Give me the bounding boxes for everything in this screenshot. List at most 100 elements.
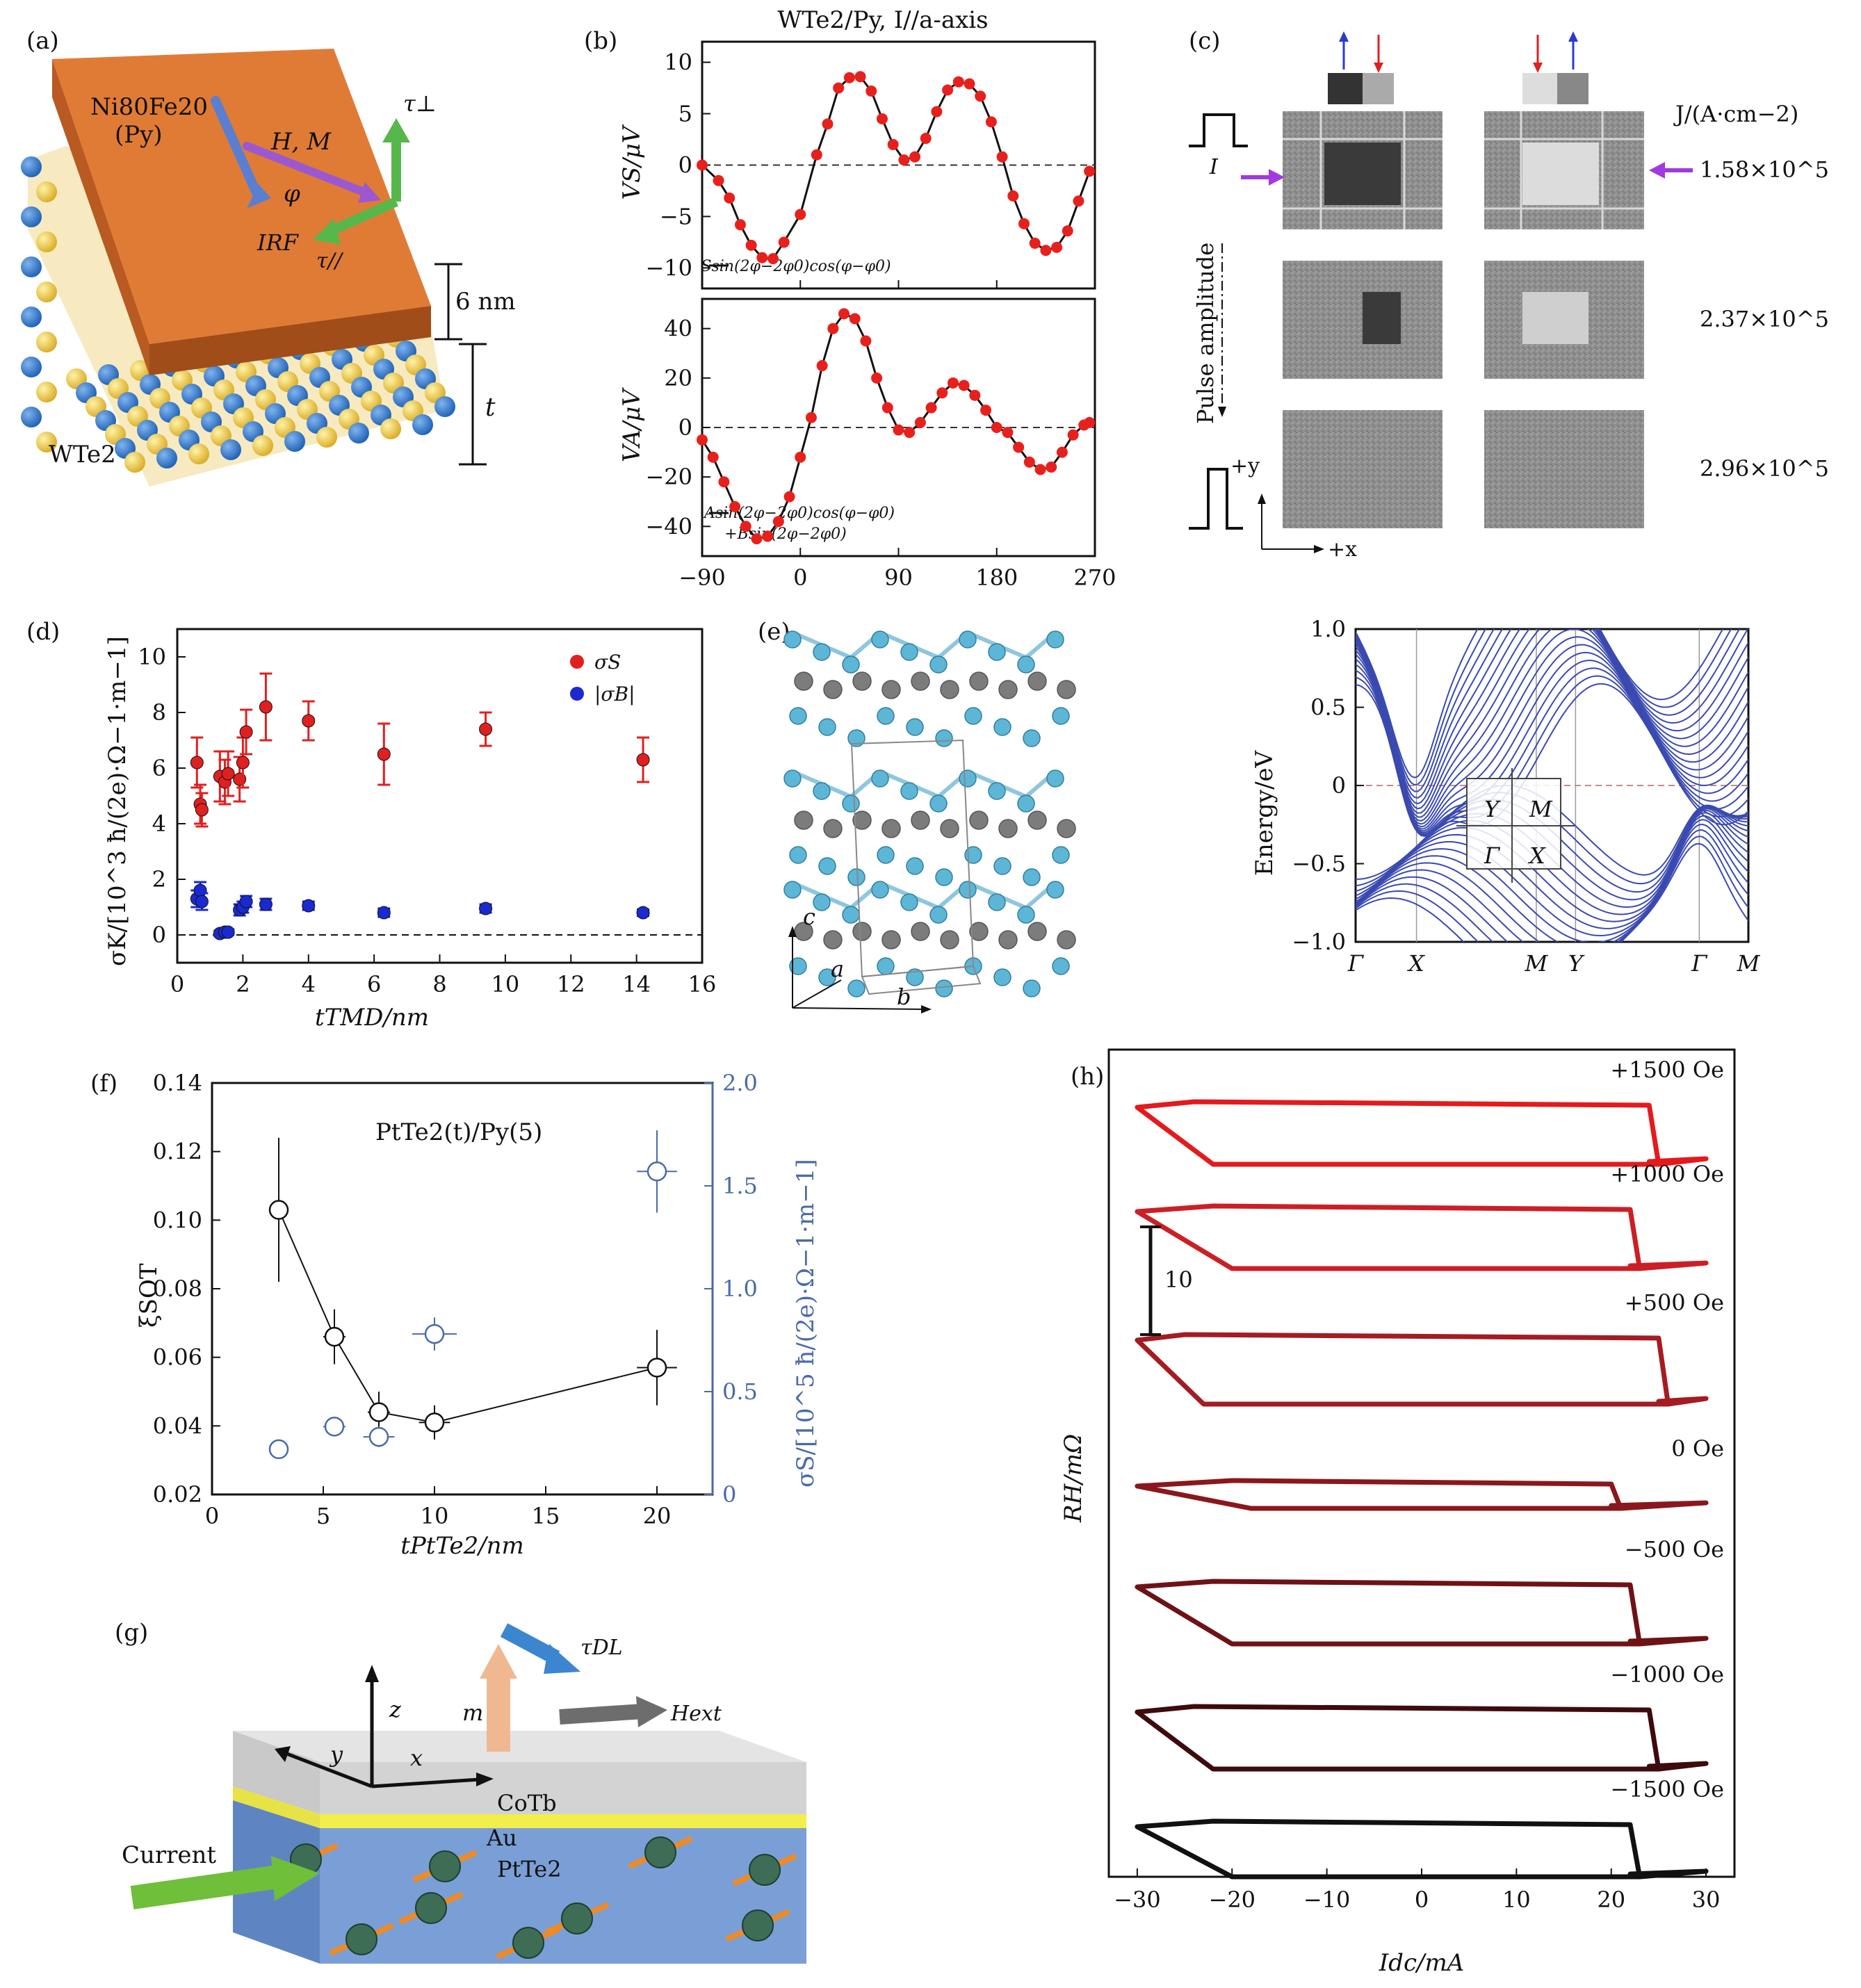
te-atom	[1052, 957, 1070, 975]
data-point	[958, 380, 970, 391]
w-atom	[794, 810, 813, 830]
data-point	[697, 159, 708, 171]
w-atom	[1057, 680, 1076, 699]
band-line	[1356, 660, 1748, 833]
y-tick-label: 0.06	[153, 1344, 202, 1371]
te-atom	[813, 782, 831, 800]
data-point	[729, 500, 741, 512]
w-atom	[852, 922, 872, 941]
te-atom	[813, 893, 831, 911]
x-tick-label: 14	[622, 971, 651, 997]
panel-d-label: (d)	[26, 618, 60, 646]
data-point	[239, 725, 253, 739]
data-point	[909, 151, 921, 163]
atom	[36, 181, 57, 202]
y-tick-label: −40	[645, 513, 692, 539]
tau-dl-label: τDL	[580, 1636, 623, 1660]
x-tick-label: 4	[302, 971, 316, 997]
bz-label: Y	[1484, 796, 1501, 822]
te-atom	[847, 868, 866, 886]
axis-a-label: a	[831, 956, 844, 982]
te-atom	[935, 729, 953, 747]
te-atom	[789, 846, 807, 864]
y-tick-label: 0.12	[153, 1139, 202, 1165]
bz-label: M	[1529, 796, 1553, 822]
plus-y-label: +y	[1230, 454, 1260, 478]
y-tick-label: 0	[678, 152, 692, 179]
data-point	[479, 722, 493, 736]
data-point	[980, 405, 992, 416]
te-atom	[789, 707, 807, 725]
band-structure	[1356, 629, 1748, 942]
atom	[188, 443, 209, 464]
panel-b-legend-top: Ssin(2φ−2φ0)cos(φ−φ0)	[701, 258, 891, 275]
data-point	[860, 335, 872, 347]
atom	[36, 382, 57, 402]
atom	[21, 357, 42, 377]
te-atom	[818, 857, 836, 875]
w-atom	[881, 680, 901, 699]
w-atom	[881, 819, 901, 838]
au-label: Au	[486, 1825, 517, 1851]
panel-h-figure: (h) −30 −20 −10 0 10 20 30 +1500 Oe +1000 Oe +500…	[1059, 1048, 1736, 1977]
panel-h-label: (h)	[1071, 1063, 1104, 1091]
atom	[36, 432, 57, 453]
band-line	[1356, 629, 1748, 810]
data-point	[1029, 237, 1041, 249]
te-atom	[935, 868, 953, 886]
py-thickness: 6 nm	[455, 288, 516, 316]
band-line	[1356, 636, 1748, 828]
panel-e: (e) c a b 1.0 0.5 0 −0.5 −1.0 Γ X M Y Γ M Energy/eV…	[730, 605, 1861, 1036]
data-point	[259, 897, 273, 911]
y2-tick-label: 1.0	[722, 1276, 758, 1302]
data-point	[221, 767, 235, 781]
data-point	[942, 84, 954, 96]
hysteresis-loop	[1135, 1099, 1709, 1167]
data-point	[1040, 245, 1052, 256]
m-label: m	[462, 1700, 483, 1726]
wte2-crystal-structure	[783, 630, 1076, 997]
w-atom	[852, 810, 872, 830]
k-point-label: Γ	[1691, 950, 1708, 977]
data-point	[1056, 446, 1068, 458]
te-atom	[842, 655, 860, 674]
band-line	[1356, 629, 1732, 786]
py-label-2: (Py)	[115, 121, 163, 149]
x-tick-label: 0	[170, 971, 184, 997]
data-point	[424, 1412, 445, 1433]
y-axis-label: ξSOT	[135, 1263, 163, 1328]
te-atom	[906, 718, 924, 736]
y-axis-label: VA/μV	[618, 387, 646, 462]
te-atom	[1046, 630, 1064, 649]
y-axis-label: σK/[10^3 ħ/(2e)·Ω−1·m−1]	[104, 636, 131, 966]
data-point	[268, 1200, 289, 1220]
y-tick-label: −1.0	[1292, 929, 1346, 955]
tau-par-arrow	[325, 197, 398, 238]
w-atom	[1027, 810, 1047, 830]
x-tick-label: 0	[205, 1503, 219, 1529]
data-point	[783, 491, 795, 503]
y2-tick-label: 0	[722, 1481, 736, 1508]
data-point	[195, 895, 209, 909]
y-tick-label: 10	[138, 644, 166, 670]
hysteresis-loop	[1135, 1579, 1709, 1647]
atom	[316, 427, 337, 448]
data-point	[368, 1402, 389, 1422]
te-atom	[1052, 846, 1070, 864]
hysteresis-loop	[1135, 1332, 1709, 1407]
panel-g: (g) z y x m τDL Hext CoTb Au PtTe2	[0, 1592, 869, 1988]
y-tick-label: 0.5	[1310, 694, 1346, 721]
band-line	[1356, 629, 1748, 822]
field-label: −1500 Oe	[1610, 1776, 1724, 1802]
legend-entry: |σB|	[594, 683, 635, 706]
field-label: +500 Oe	[1625, 1289, 1724, 1316]
data-point	[827, 323, 839, 334]
atom	[21, 307, 42, 327]
data-point	[925, 402, 937, 414]
w-atom	[940, 680, 959, 699]
x-tick-label: 20	[1597, 1887, 1625, 1913]
x-tick-label: 90	[884, 564, 913, 591]
field-label: +1500 Oe	[1610, 1057, 1724, 1083]
w-atom	[940, 819, 959, 838]
w-atom	[1027, 671, 1047, 691]
